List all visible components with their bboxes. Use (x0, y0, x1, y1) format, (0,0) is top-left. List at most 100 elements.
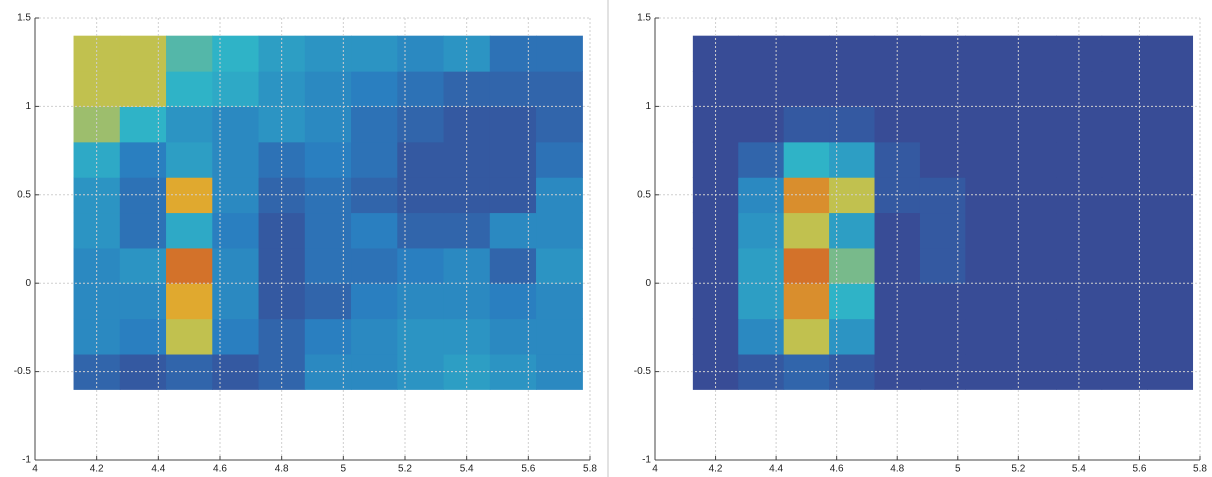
heat-cell (397, 106, 445, 143)
x-tick-label: 5.6 (521, 464, 535, 475)
heat-cell (119, 71, 167, 107)
heat-cell (965, 283, 1012, 320)
heat-cell (489, 247, 537, 284)
heat-cell (536, 247, 583, 284)
heat-cell (166, 106, 213, 143)
heat-cell (783, 71, 830, 107)
heatmap (73, 35, 583, 390)
heat-cell (919, 71, 966, 107)
heat-cell (692, 71, 739, 107)
heat-cell (489, 71, 537, 107)
heat-cell (397, 318, 445, 355)
x-tick-label: 5.4 (460, 464, 474, 475)
heat-cell (1010, 212, 1057, 249)
y-tick-label: 1.5 (17, 13, 31, 24)
heat-cell (919, 106, 966, 143)
heat-cell (829, 35, 876, 72)
heat-cell (783, 318, 830, 355)
heat-cell (1147, 106, 1194, 143)
heat-cell (73, 71, 121, 107)
chart: 4 4.2 4.4 4.6 4.8 5 5.2 5.4 5.6 5.8 -1 -0.5 0 0.5 1 1.5 (634, 13, 1208, 475)
heat-cell (304, 71, 352, 107)
heat-cell (443, 247, 491, 284)
heat-cell (536, 283, 583, 320)
heat-cell (692, 318, 739, 355)
heat-cell (1101, 318, 1148, 355)
x-tick-label: 5 (341, 464, 347, 475)
heat-cell (443, 283, 491, 320)
heat-cell (965, 247, 1012, 284)
heat-cell (1101, 106, 1148, 143)
heat-cell (304, 141, 352, 178)
heat-cell (919, 318, 966, 355)
heat-cell (119, 212, 167, 249)
heat-cell (919, 141, 966, 178)
heat-cell (212, 71, 260, 107)
heat-cell (1147, 353, 1194, 390)
heat-cell (874, 318, 921, 355)
heat-cell (489, 106, 537, 143)
heat-cell (1010, 283, 1057, 320)
heat-cell (829, 212, 876, 249)
heat-cell (351, 106, 398, 143)
heat-cell (1101, 247, 1148, 284)
heat-cell (965, 318, 1012, 355)
heat-cell (304, 283, 352, 320)
heat-cell (489, 141, 537, 178)
heat-cell (1056, 106, 1103, 143)
y-tick-label: 0 (25, 278, 31, 289)
heat-cell (965, 71, 1012, 107)
heat-cell (829, 71, 876, 107)
heat-cell (212, 141, 260, 178)
heat-cell (166, 35, 213, 72)
heat-cell (1147, 35, 1194, 72)
heat-cell (738, 212, 785, 249)
x-tick-label: 4.4 (769, 464, 783, 475)
heat-cell (965, 212, 1012, 249)
heat-cell (258, 283, 306, 320)
heat-cell (1056, 283, 1103, 320)
heat-cell (1010, 318, 1057, 355)
heat-cell (738, 247, 785, 284)
heat-cell (1101, 141, 1148, 178)
y-tick-label: 1 (645, 101, 651, 112)
heat-cell (119, 141, 167, 178)
y-tick-label: -0.5 (634, 366, 652, 377)
heat-cell (965, 141, 1012, 178)
x-tick-label: 4.2 (90, 464, 104, 475)
heat-cell (874, 283, 921, 320)
heat-cell (258, 318, 306, 355)
heat-cell (783, 283, 830, 320)
heat-cell (489, 35, 537, 72)
heat-cell (1147, 247, 1194, 284)
heat-cell (258, 106, 306, 143)
heat-cell (1101, 35, 1148, 72)
heat-cell (965, 35, 1012, 72)
heat-cell (1147, 283, 1194, 320)
heat-cell (1056, 247, 1103, 284)
heat-cell (1010, 106, 1057, 143)
x-tick-label: 5.2 (1011, 464, 1025, 475)
x-tick-label: 4.8 (275, 464, 289, 475)
heat-cell (351, 212, 398, 249)
heat-cell (692, 35, 739, 72)
heat-cell (738, 318, 785, 355)
heat-cell (1010, 141, 1057, 178)
heat-cell (119, 247, 167, 284)
heat-cell (351, 177, 398, 214)
x-tick-label: 4.4 (151, 464, 165, 475)
heat-cell (443, 318, 491, 355)
heat-cell (397, 71, 445, 107)
y-tick-label: 0 (645, 278, 651, 289)
heat-cell (304, 212, 352, 249)
heat-cell (783, 177, 830, 214)
heat-cell (738, 35, 785, 72)
x-tick-label: 4.6 (213, 464, 227, 475)
heat-cell (1056, 71, 1103, 107)
heat-cell (443, 71, 491, 107)
heat-cell (829, 247, 876, 284)
heat-cell (965, 106, 1012, 143)
heat-cell (212, 212, 260, 249)
heat-cell (874, 247, 921, 284)
